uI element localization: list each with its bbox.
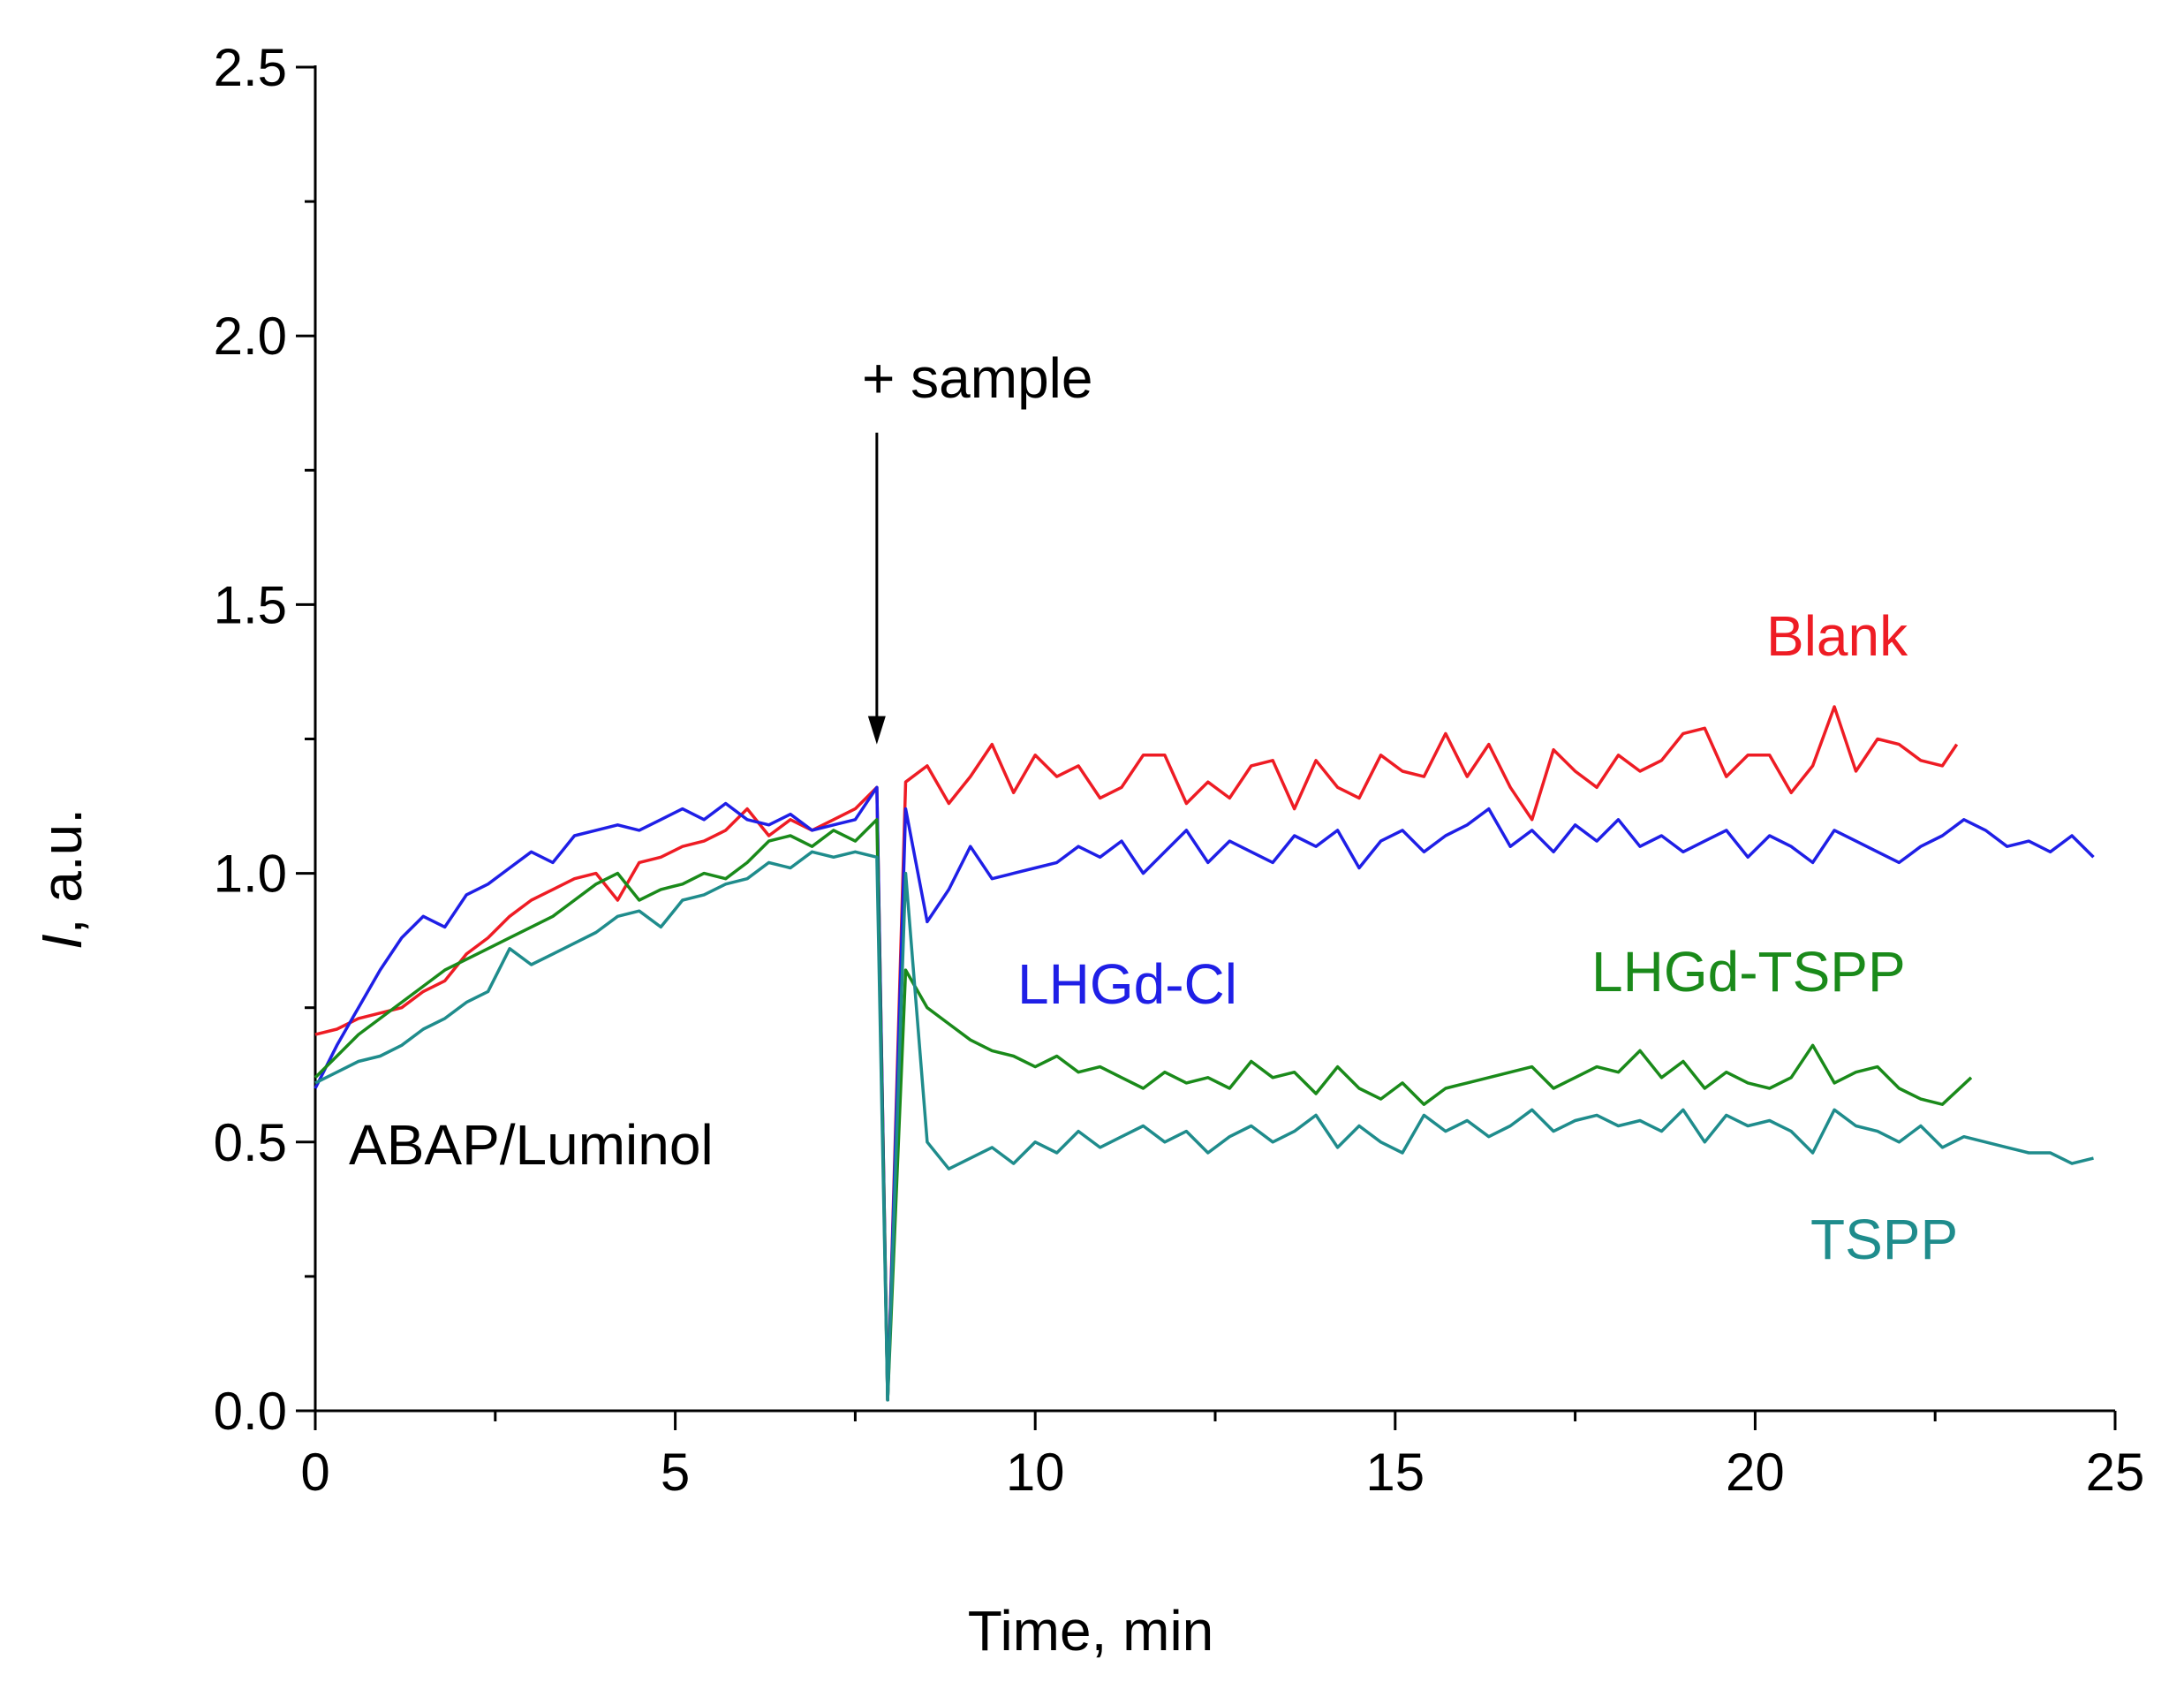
y-axis-title: I, a.u. — [30, 808, 94, 950]
series-label-lhgd-tspp: LHGd-TSPP — [1591, 940, 1906, 1004]
y-tick-label: 0.5 — [214, 1113, 287, 1172]
x-axis-title: Time, min — [968, 1599, 1214, 1663]
y-tick-label: 1.5 — [214, 575, 287, 634]
series-label-tspp: TSPP — [1810, 1208, 1958, 1271]
series-label-lhgd-cl: LHGd-Cl — [1017, 952, 1237, 1016]
x-tick-label: 15 — [1365, 1443, 1425, 1502]
y-axis-title-rest: , a.u. — [30, 808, 94, 934]
y-tick-label: 1.0 — [214, 845, 287, 904]
x-tick-label: 25 — [2086, 1443, 2145, 1502]
x-tick-label: 0 — [300, 1443, 329, 1502]
series-layer — [314, 705, 2095, 1402]
x-tick-label: 5 — [661, 1443, 690, 1502]
series-line-blank — [314, 705, 1959, 1402]
initiator-label: ABAP/Luminol — [349, 1113, 714, 1177]
series-line-lhgd-cl — [314, 785, 2095, 1402]
series-line-tspp — [314, 850, 2094, 1402]
y-tick-label: 0.0 — [214, 1382, 287, 1441]
y-tick-label: 2.5 — [214, 38, 287, 97]
y-axis-title-italic: I — [30, 934, 94, 950]
series-label-blank: Blank — [1766, 604, 1908, 668]
series-line-lhgd-tspp — [314, 818, 1973, 1402]
sample-annotation: + sample — [862, 346, 1092, 410]
axis-ticks: 0 5 10 15 20 25 0.0 0.5 1.0 1.5 2.0 2.5 — [214, 38, 2145, 1502]
y-tick-label: 2.0 — [214, 307, 287, 366]
x-tick-label: 10 — [1006, 1443, 1065, 1502]
sample-arrow-head — [867, 716, 886, 745]
x-tick-label: 20 — [1726, 1443, 1785, 1502]
